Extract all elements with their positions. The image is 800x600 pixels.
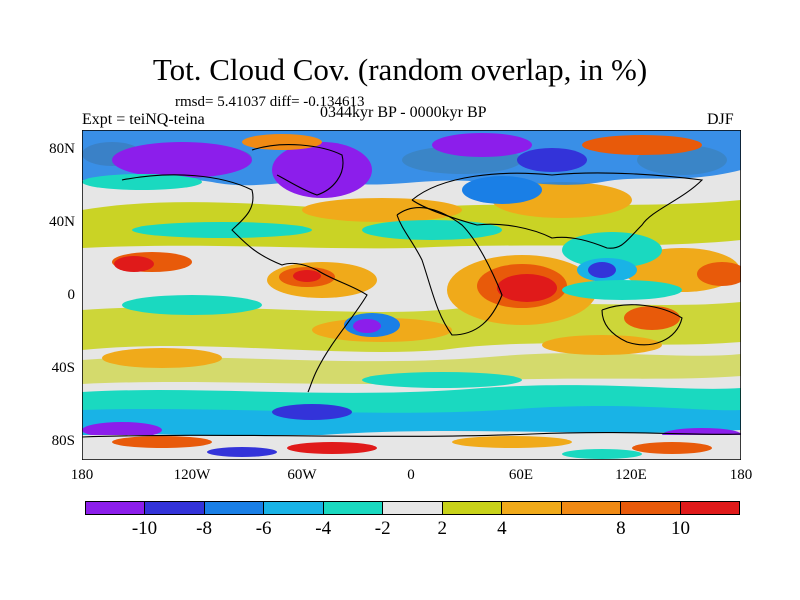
lat-tick-0: 0	[67, 287, 76, 303]
lon-tick-120w: 120W	[173, 467, 211, 483]
colorbar-label: 4	[497, 518, 507, 539]
season-label: DJF	[707, 111, 734, 128]
colorbar-label: -8	[196, 518, 212, 539]
lat-tick-40n: 40N	[49, 214, 75, 230]
colorbar-box-4	[323, 501, 384, 515]
lon-tick-0: 0	[407, 467, 415, 483]
colorbar-label: 2	[437, 518, 448, 539]
experiment-label: Expt = teiNQ-teina	[82, 111, 205, 128]
colorbar-box-7	[502, 501, 562, 515]
colorbar-label: -6	[255, 518, 272, 539]
colorbar-box-10	[680, 501, 740, 515]
colorbar	[85, 501, 740, 515]
colorbar-label: 8	[616, 518, 626, 539]
colorbar-box-2	[204, 501, 265, 515]
lat-tick-40s: 40S	[51, 360, 75, 376]
lat-tick-80s: 80S	[51, 433, 75, 449]
colorbar-label: 10	[670, 518, 690, 539]
lon-tick-180e: 180	[729, 467, 753, 483]
colorbar-label: -4	[315, 518, 332, 539]
map-panel	[82, 130, 741, 460]
lon-tick-180w: 180	[70, 467, 94, 483]
lon-tick-60w: 60W	[287, 467, 317, 483]
colorbar-box-1	[145, 501, 205, 515]
lat-tick-80n: 80N	[49, 141, 75, 157]
plot-title: Tot. Cloud Cov. (random overlap, in %)	[152, 52, 648, 87]
colorbar-box-3	[264, 501, 324, 515]
lon-tick-60e: 60E	[508, 467, 534, 483]
colorbar-label: -10	[131, 518, 158, 539]
colorbar-box-8	[561, 501, 622, 515]
period-label: 0344kyr BP - 0000kyr BP	[320, 104, 487, 121]
lon-tick-120e: 120E	[615, 467, 647, 483]
colorbar-box-6	[442, 501, 503, 515]
colorbar-label: -2	[374, 518, 391, 539]
colorbar-box-9	[621, 501, 681, 515]
stats-label: rmsd= 5.41037 diff= -0.134613	[175, 94, 365, 110]
colorbar-box-0	[85, 501, 146, 515]
colorbar-box-5	[383, 501, 443, 515]
